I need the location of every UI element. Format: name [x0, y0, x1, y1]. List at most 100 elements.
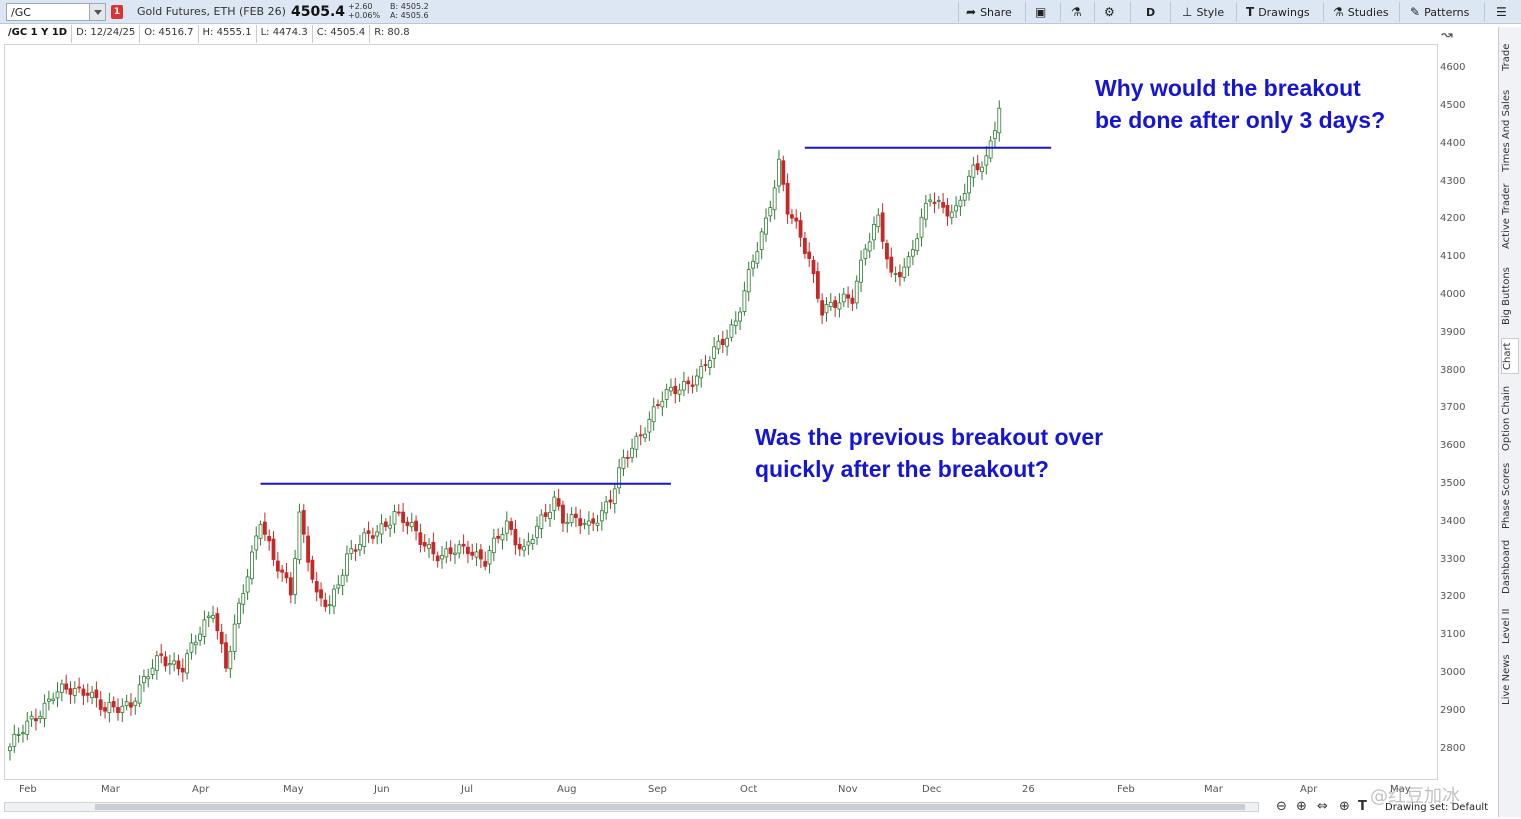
candle[interactable] — [500, 527, 505, 550]
candle[interactable] — [284, 562, 289, 584]
annotation-middle[interactable]: Was the previous breakout over quickly a… — [755, 421, 1103, 485]
candle[interactable] — [444, 541, 449, 564]
candle[interactable] — [167, 654, 172, 675]
drawing-set-label[interactable]: Drawing set: Default — [1385, 802, 1489, 813]
candle[interactable] — [811, 255, 816, 284]
candle[interactable] — [768, 200, 773, 222]
candle[interactable] — [418, 523, 423, 553]
candle[interactable] — [116, 698, 120, 721]
candle[interactable] — [591, 512, 596, 531]
candle[interactable] — [923, 194, 928, 228]
studies-button[interactable]: ⚗ Studies — [1333, 3, 1389, 21]
candle[interactable] — [798, 212, 803, 247]
candle[interactable] — [625, 450, 630, 468]
candle[interactable] — [16, 727, 21, 743]
candle[interactable] — [656, 399, 660, 409]
candle[interactable] — [647, 411, 652, 441]
candle[interactable] — [146, 668, 151, 688]
candle[interactable] — [595, 514, 600, 532]
candle[interactable] — [794, 209, 799, 229]
candle[interactable] — [694, 368, 699, 392]
candle[interactable] — [211, 605, 215, 623]
candle[interactable] — [483, 551, 488, 571]
candle[interactable] — [915, 233, 920, 255]
candle[interactable] — [154, 650, 159, 680]
candle[interactable] — [906, 251, 911, 277]
symbol-dropdown-icon[interactable] — [89, 4, 105, 20]
candle[interactable] — [487, 545, 492, 574]
candle[interactable] — [496, 528, 501, 544]
candle[interactable] — [837, 293, 842, 318]
candle[interactable] — [574, 506, 578, 527]
candle[interactable] — [409, 512, 414, 532]
candle[interactable] — [461, 534, 466, 555]
candle[interactable] — [889, 247, 894, 278]
candle[interactable] — [651, 397, 656, 431]
pan-icon[interactable]: ⇔ — [1317, 799, 1328, 814]
candle[interactable] — [949, 204, 954, 225]
candle[interactable] — [569, 507, 574, 527]
candle[interactable] — [349, 539, 354, 561]
candle[interactable] — [323, 592, 328, 612]
candle[interactable] — [51, 692, 56, 705]
candle[interactable] — [98, 690, 103, 716]
candle[interactable] — [310, 555, 315, 584]
candle[interactable] — [422, 534, 427, 552]
candle[interactable] — [29, 711, 34, 728]
candle[interactable] — [513, 519, 518, 555]
candle[interactable] — [435, 551, 440, 568]
flask-button[interactable]: ⚗ — [1071, 3, 1082, 21]
candle[interactable] — [267, 529, 272, 551]
candle[interactable] — [68, 681, 73, 704]
candle[interactable] — [720, 330, 725, 353]
candle[interactable] — [725, 329, 730, 356]
candle[interactable] — [936, 195, 941, 209]
candle[interactable] — [604, 496, 609, 520]
candle[interactable] — [414, 515, 418, 541]
candle[interactable] — [202, 610, 207, 645]
candle[interactable] — [103, 701, 107, 719]
candle[interactable] — [336, 575, 341, 594]
candle[interactable] — [526, 532, 531, 556]
candle[interactable] — [876, 208, 881, 233]
candle[interactable] — [777, 150, 781, 193]
candle[interactable] — [841, 287, 846, 308]
candle[interactable] — [919, 208, 924, 247]
candle[interactable] — [440, 546, 444, 569]
candle[interactable] — [159, 644, 164, 664]
candle[interactable] — [288, 572, 293, 604]
candle[interactable] — [491, 529, 496, 562]
candle[interactable] — [746, 261, 751, 302]
candle[interactable] — [379, 514, 384, 544]
candle[interactable] — [327, 595, 332, 615]
candle[interactable] — [880, 203, 885, 250]
side-tab-active-trader[interactable]: Active Trader — [1501, 183, 1512, 249]
autoscale-icon[interactable]: ↝ — [1441, 27, 1453, 43]
candle[interactable] — [297, 503, 302, 565]
candle[interactable] — [448, 540, 453, 562]
candle[interactable] — [608, 490, 613, 509]
candle[interactable] — [8, 743, 12, 761]
candle[interactable] — [85, 683, 90, 703]
candle[interactable] — [759, 228, 764, 260]
candle[interactable] — [362, 527, 367, 555]
candle[interactable] — [556, 488, 561, 511]
candle[interactable] — [453, 543, 457, 565]
candle[interactable] — [772, 179, 777, 220]
candle[interactable] — [733, 311, 738, 335]
candle[interactable] — [129, 693, 133, 716]
candle[interactable] — [509, 517, 514, 536]
candle[interactable] — [997, 100, 1002, 142]
candle[interactable] — [241, 584, 246, 614]
candle[interactable] — [910, 239, 915, 266]
candle[interactable] — [660, 391, 665, 417]
candle[interactable] — [111, 696, 116, 713]
candle[interactable] — [431, 532, 436, 561]
side-tab-times-and-sales[interactable]: Times And Sales — [1501, 89, 1512, 173]
time-scrollbar[interactable] — [4, 802, 1259, 812]
candle[interactable] — [457, 540, 462, 559]
candle[interactable] — [967, 169, 971, 201]
candle[interactable] — [958, 195, 963, 217]
candle[interactable] — [21, 724, 25, 743]
annotation-top[interactable]: Why would the breakout be done after onl… — [1095, 72, 1385, 136]
